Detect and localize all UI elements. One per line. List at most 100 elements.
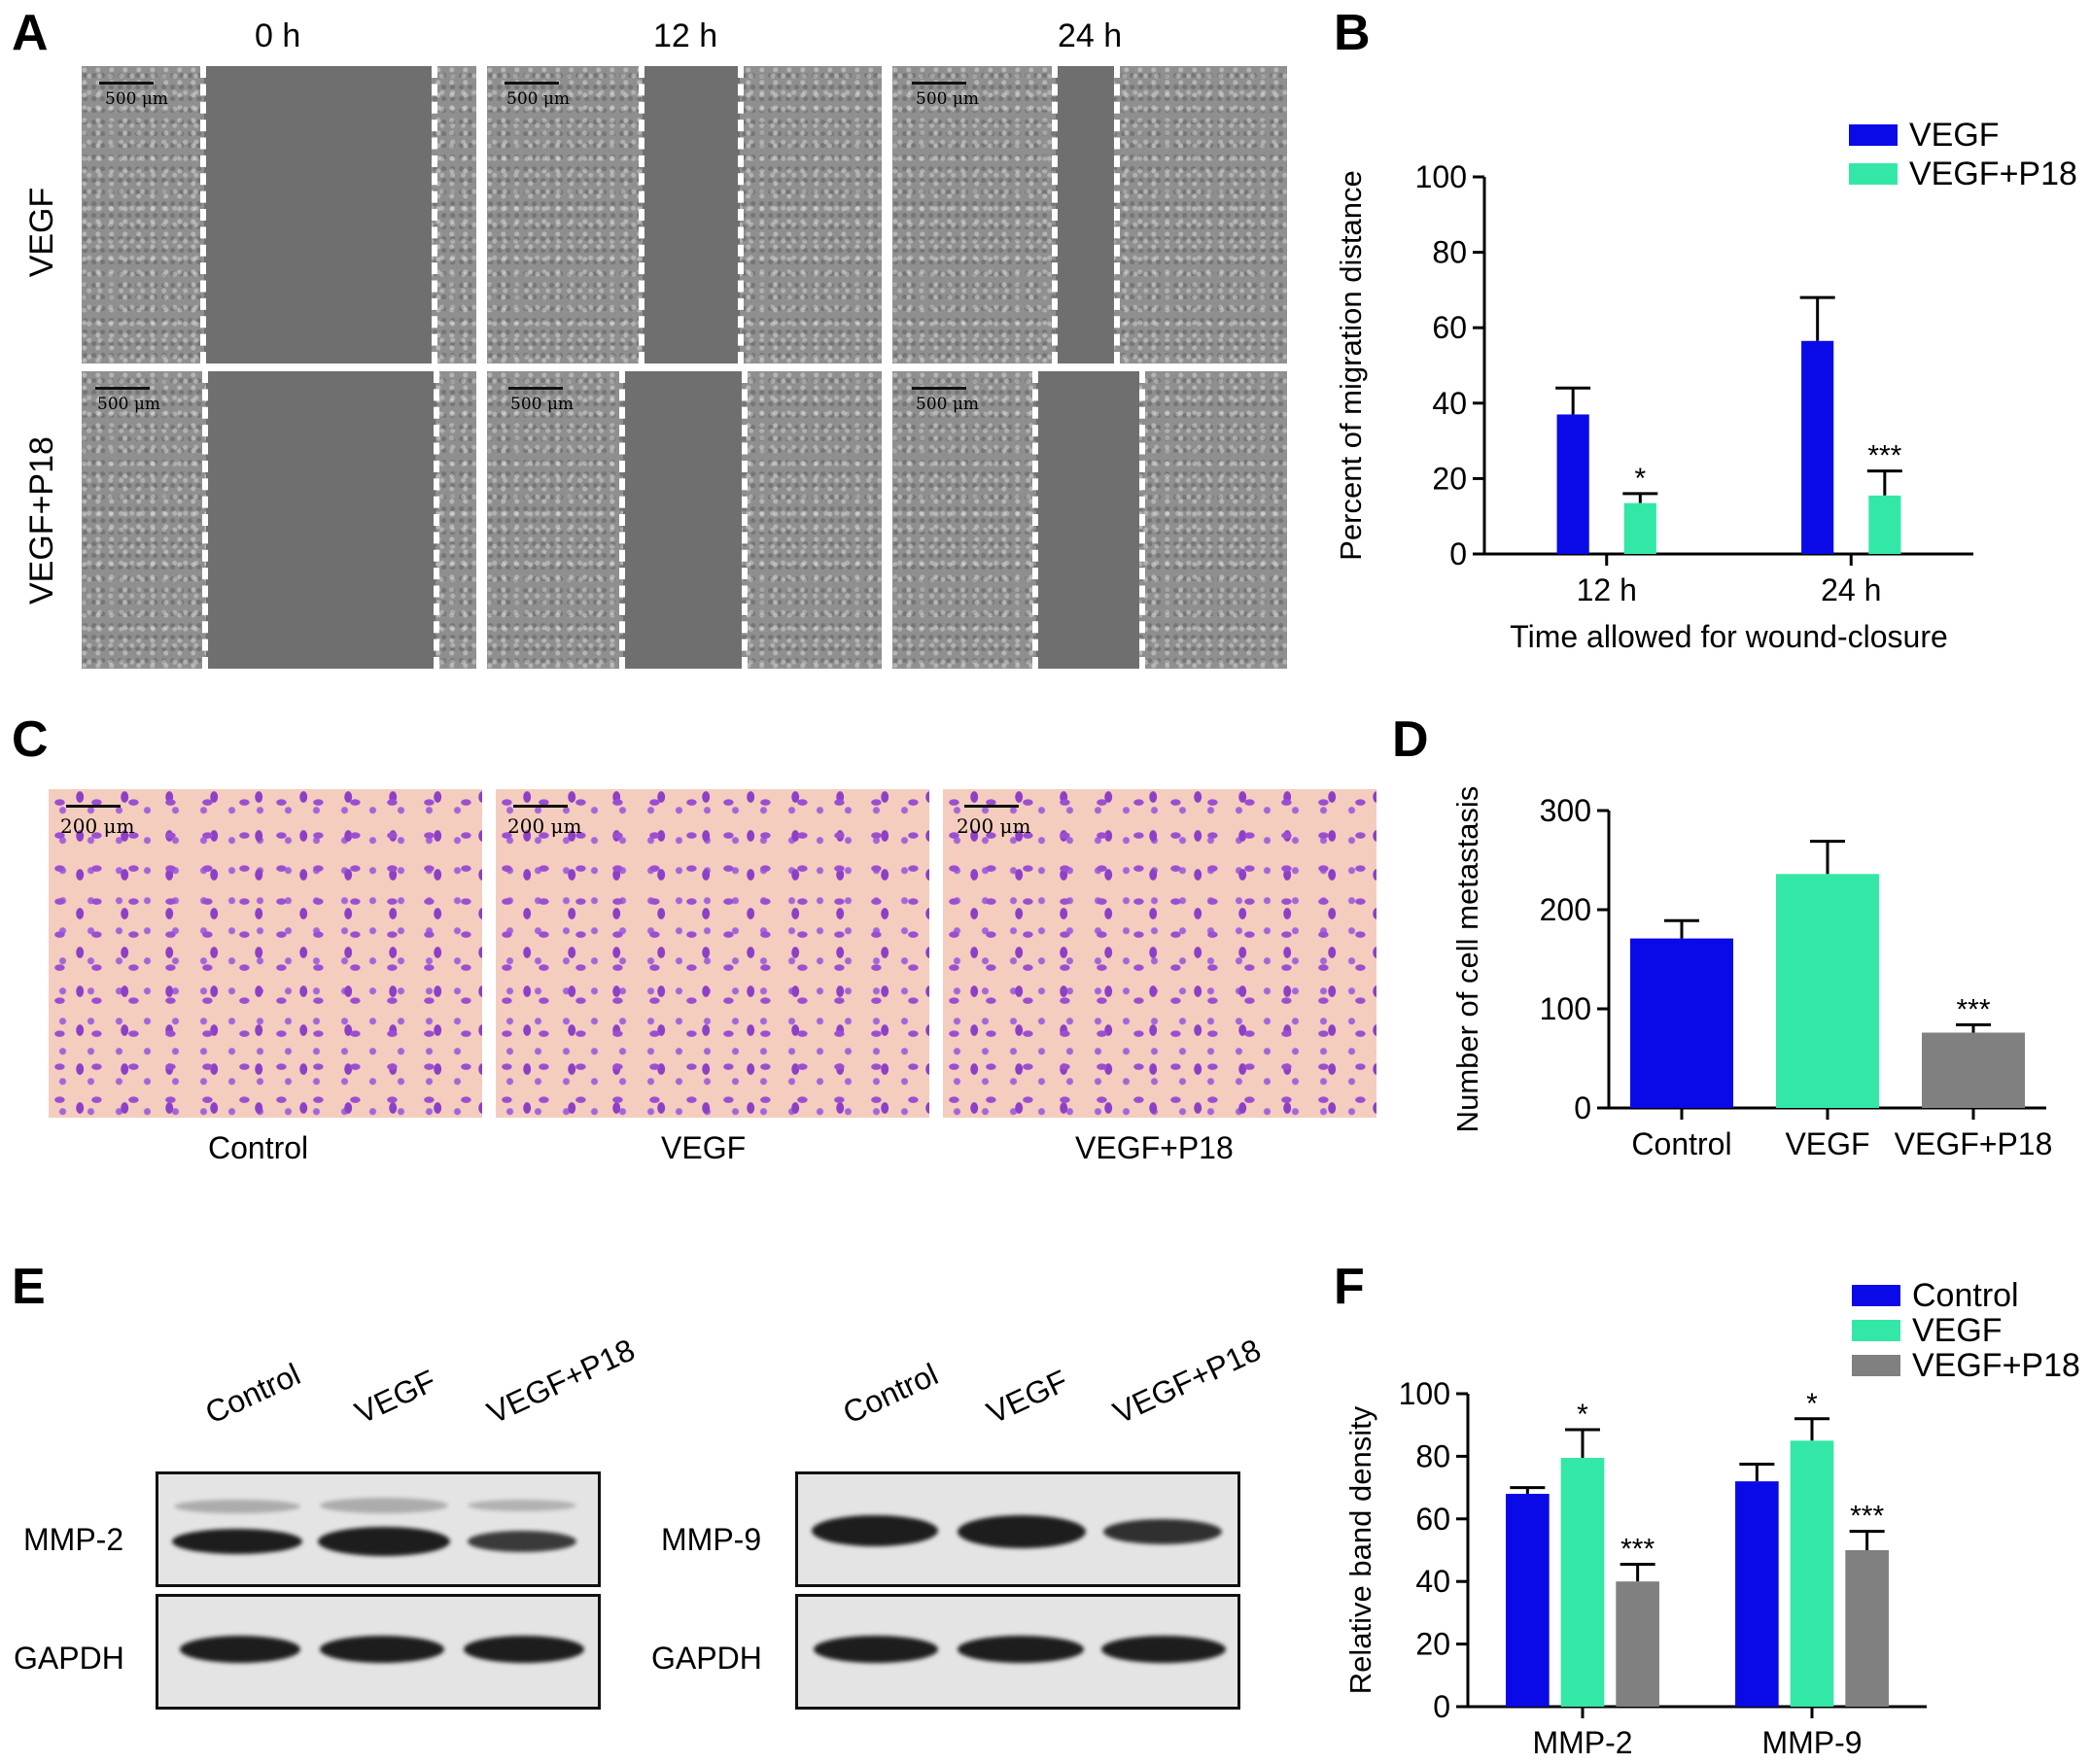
blot1-row-mmp2: MMP-2 xyxy=(23,1522,124,1557)
scale-bar-label: 200 μm xyxy=(507,814,582,838)
y-tick-label: 100 xyxy=(1399,1376,1450,1411)
wound-image-vegf-p18-12h: 500 μm xyxy=(487,371,882,669)
transwell-image-vegf-p18: 200 μm xyxy=(943,789,1376,1118)
significance-label: * xyxy=(1806,1388,1818,1420)
bar xyxy=(1790,1440,1834,1707)
chart-b-migration: 0 20 40 60 80 100 Percent of migration distanc… xyxy=(1334,117,2077,654)
bar xyxy=(1922,1032,2025,1108)
x-tick-label: 24 h xyxy=(1821,572,1881,607)
row-label-vegf: VEGF xyxy=(23,187,60,278)
wound-image-vegf-24h: 500 μm xyxy=(892,66,1287,363)
time-header-0h: 0 h xyxy=(255,17,301,54)
scale-bar-label: 200 μm xyxy=(60,814,135,838)
panel-letter-c: C xyxy=(12,711,49,768)
y-axis-title: Number of cell metastasis xyxy=(1450,786,1484,1133)
y-tick-label: 0 xyxy=(1449,536,1467,571)
x-tick-label: VEGF xyxy=(1785,1126,1869,1161)
y-tick-label: 20 xyxy=(1415,1627,1450,1662)
blot1-lane-vegf-p18: VEGF+P18 xyxy=(481,1332,641,1431)
bar xyxy=(1776,874,1879,1108)
bar xyxy=(1623,502,1656,554)
bar xyxy=(1506,1494,1550,1707)
wound-image-vegf-p18-0h: 500 μm xyxy=(82,371,476,669)
x-tick-label: MMP-2 xyxy=(1532,1725,1632,1760)
y-tick-label: 200 xyxy=(1540,892,1591,927)
panel-letter-a: A xyxy=(12,5,49,61)
legend-swatch xyxy=(1849,124,1898,146)
bar xyxy=(1630,938,1733,1108)
panel-letter-f: F xyxy=(1334,1259,1365,1315)
scale-bar-label: 500 μm xyxy=(105,89,169,109)
bar xyxy=(1616,1581,1659,1707)
y-tick-label: 60 xyxy=(1432,310,1467,345)
bar xyxy=(1801,340,1834,554)
y-axis-title: Relative band density xyxy=(1343,1405,1377,1694)
legend-label: Control xyxy=(1912,1277,2019,1314)
y-tick-label: 60 xyxy=(1415,1502,1450,1537)
blot-gapdh-1 xyxy=(156,1594,601,1710)
bar xyxy=(1560,1458,1605,1707)
scale-bar-label: 500 μm xyxy=(916,89,980,109)
panel-letter-d: D xyxy=(1392,711,1429,768)
row-label-vegf-p18: VEGF+P18 xyxy=(23,436,60,605)
significance-label: *** xyxy=(1850,1501,1884,1533)
y-axis-title: Percent of migration distance xyxy=(1334,170,1368,561)
y-tick-label: 100 xyxy=(1415,159,1467,194)
panel-letter-b: B xyxy=(1334,5,1371,61)
scale-bar-label: 500 μm xyxy=(97,395,161,414)
y-tick-label: 20 xyxy=(1432,461,1467,496)
blot2-lane-vegf-p18: VEGF+P18 xyxy=(1107,1332,1267,1431)
legend-label: VEGF+P18 xyxy=(1909,156,2077,192)
scale-bar-label: 500 μm xyxy=(506,89,571,109)
blot-mmp9 xyxy=(795,1471,1240,1587)
bar xyxy=(1735,1481,1779,1707)
legend-label: VEGF xyxy=(1909,117,2000,154)
y-tick-label: 40 xyxy=(1432,386,1467,421)
bar xyxy=(1845,1550,1889,1707)
blot-gapdh-2 xyxy=(795,1594,1240,1710)
significance-label: * xyxy=(1634,463,1646,495)
x-tick-label: Control xyxy=(1631,1126,1731,1161)
blot2-lane-control: Control xyxy=(837,1356,944,1431)
blot2-row-gapdh: GAPDH xyxy=(651,1641,762,1676)
x-tick-label: MMP-9 xyxy=(1761,1725,1862,1760)
blot1-lane-vegf: VEGF xyxy=(349,1363,441,1431)
panel-letter-e: E xyxy=(12,1259,46,1315)
blot2-row-mmp9: MMP-9 xyxy=(661,1522,762,1557)
legend-swatch xyxy=(1852,1320,1900,1341)
wound-image-vegf-0h: 500 μm xyxy=(82,66,476,363)
legend-label: VEGF+P18 xyxy=(1912,1347,2080,1384)
x-axis-title: Time allowed for wound-closure xyxy=(1510,619,1948,654)
bar xyxy=(1556,414,1589,554)
significance-label: * xyxy=(1577,1399,1588,1431)
blot-mmp2 xyxy=(156,1471,601,1587)
transwell-image-vegf: 200 μm xyxy=(496,789,929,1118)
scale-bar-label: 200 μm xyxy=(957,814,1031,838)
x-tick-label: 12 h xyxy=(1577,572,1637,607)
chart-d-metastasis: 0 100 200 300 Number of cell metastasis Contr… xyxy=(1450,786,2053,1161)
y-tick-label: 80 xyxy=(1415,1438,1450,1473)
legend-label: VEGF xyxy=(1912,1312,2003,1349)
significance-label: *** xyxy=(1956,993,1990,1025)
y-tick-label: 0 xyxy=(1574,1090,1591,1125)
scale-bar-label: 500 μm xyxy=(916,395,980,414)
transwell-image-control: 200 μm xyxy=(49,789,482,1118)
y-tick-label: 100 xyxy=(1540,991,1591,1026)
significance-label: *** xyxy=(1620,1533,1655,1565)
blot1-row-gapdh: GAPDH xyxy=(14,1641,124,1676)
y-tick-label: 0 xyxy=(1433,1689,1450,1724)
y-tick-label: 80 xyxy=(1432,235,1467,270)
wound-image-vegf-12h: 500 μm xyxy=(487,66,882,363)
significance-label: *** xyxy=(1867,440,1901,472)
bar xyxy=(1868,495,1901,554)
scale-bar-label: 500 μm xyxy=(510,395,575,414)
time-header-12h: 12 h xyxy=(653,17,718,54)
blot2-lane-vegf: VEGF xyxy=(981,1363,1073,1431)
legend-swatch xyxy=(1852,1355,1900,1376)
wound-image-vegf-p18-24h: 500 μm xyxy=(892,371,1287,669)
legend-swatch xyxy=(1849,163,1898,185)
legend-swatch xyxy=(1852,1285,1900,1306)
y-tick-label: 300 xyxy=(1540,793,1591,828)
x-tick-label: VEGF+P18 xyxy=(1895,1126,2053,1161)
